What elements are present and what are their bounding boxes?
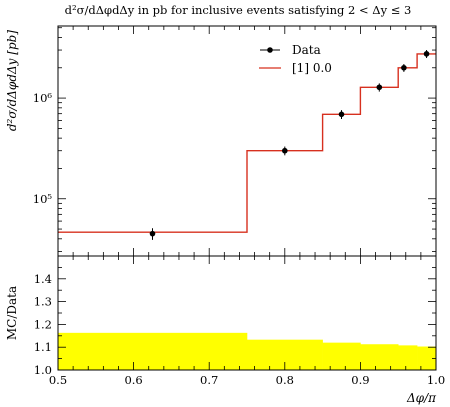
ratio-y-ticks: 1.0 1.1 1.2 1.3 1.4	[34, 255, 436, 377]
x-axis-label: Δφ/π	[406, 391, 437, 405]
x-tick-label: 0.7	[200, 373, 218, 387]
legend: Data [1] 0.0	[259, 43, 332, 75]
ratio-y-axis-label: MC/Data	[5, 286, 19, 340]
y-tick-label: 1.1	[34, 340, 52, 354]
data-point	[376, 84, 383, 91]
y-tick-label: 10⁶	[33, 91, 53, 105]
x-tick-label: 0.9	[351, 373, 369, 387]
data-point	[401, 64, 407, 71]
main-plot-content	[58, 50, 436, 240]
x-ticks: 0.5 0.6 0.7 0.8 0.9 1.0	[49, 26, 445, 387]
legend-label-data: Data	[292, 43, 321, 57]
x-tick-label: 0.5	[49, 373, 67, 387]
data-point	[282, 147, 288, 154]
data-point	[149, 230, 156, 237]
ratio-band	[322, 342, 361, 370]
data-point	[423, 51, 430, 57]
legend-label-mc: [1] 0.0	[292, 61, 332, 75]
ratio-band	[417, 346, 437, 370]
y-tick-label: 10⁵	[33, 192, 53, 206]
y-tick-label: 1.0	[34, 363, 52, 377]
main-panel: 10⁵ 10⁶ d²σ/dΔφdΔy [pb] Data [1] 0.0	[5, 25, 437, 257]
x-tick-label: 0.8	[276, 373, 294, 387]
ratio-plot-content	[58, 332, 437, 370]
main-y-ticks: 10⁵ 10⁶	[33, 27, 436, 252]
ratio-band	[58, 332, 248, 370]
x-tick-label: 1.0	[427, 373, 445, 387]
data-point	[338, 111, 345, 118]
chart-title: d²σ/dΔφdΔy in pb for inclusive events sa…	[65, 3, 412, 17]
mc-step-line	[58, 53, 436, 233]
main-y-axis-label: d²σ/dΔφdΔy [pb]	[5, 30, 19, 131]
x-tick-label: 0.6	[124, 373, 142, 387]
y-tick-label: 1.2	[34, 317, 52, 331]
y-tick-label: 1.4	[34, 272, 52, 286]
ratio-band	[360, 344, 399, 370]
ratio-band	[398, 345, 418, 370]
legend-data-marker	[260, 47, 280, 53]
ratio-panel: 1.0 1.1 1.2 1.3 1.4 0.5 0.6 0.7 0.8 0.9 1.0 MC/Da…	[5, 26, 445, 405]
y-tick-label: 1.3	[34, 295, 52, 309]
